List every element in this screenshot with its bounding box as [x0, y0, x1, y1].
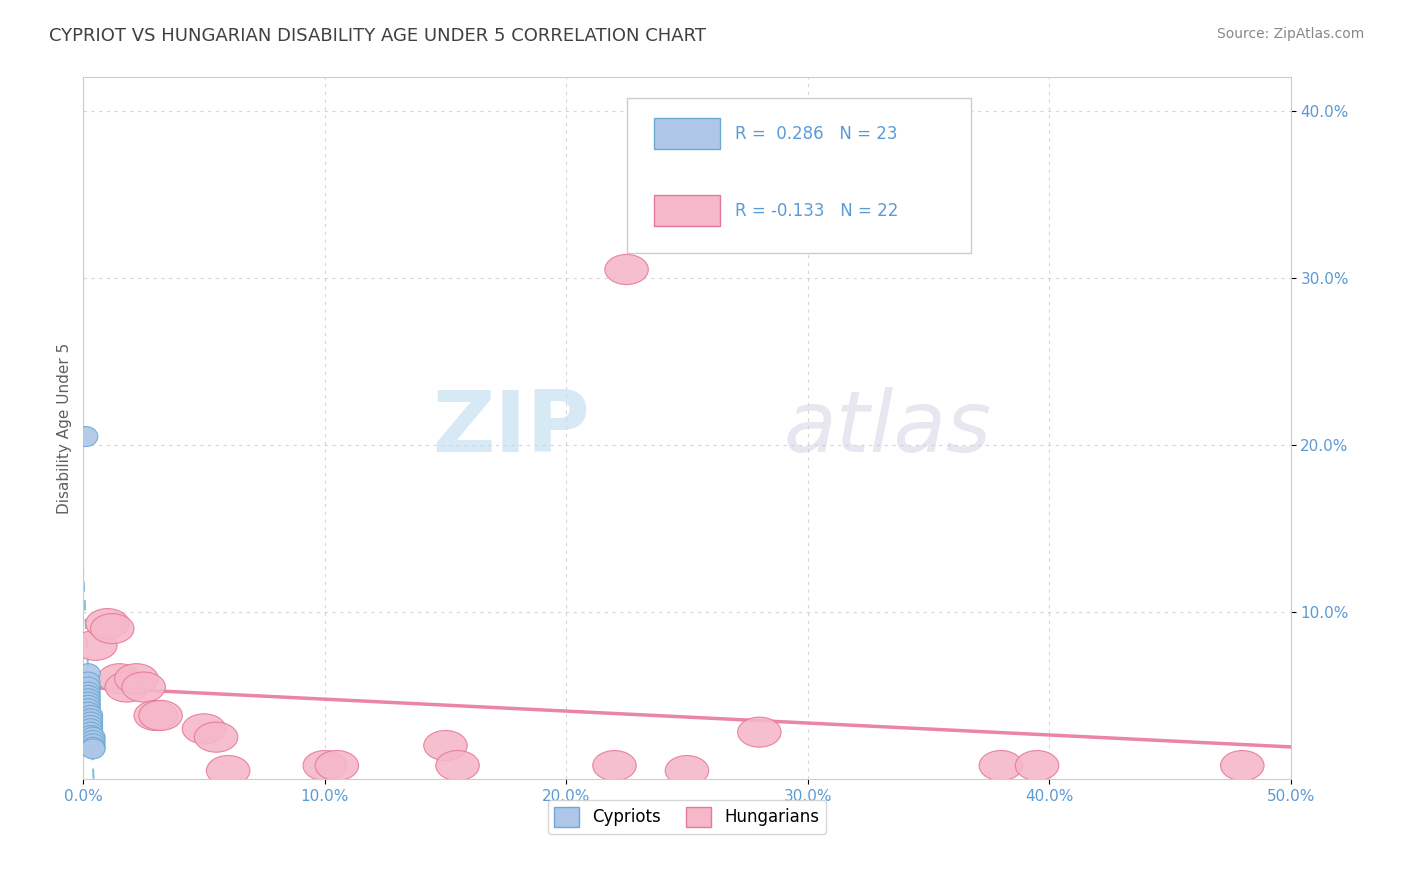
Legend: Cypriots, Hungarians: Cypriots, Hungarians: [547, 800, 827, 834]
Text: ZIP: ZIP: [433, 386, 591, 470]
Ellipse shape: [304, 750, 346, 780]
Text: Source: ZipAtlas.com: Source: ZipAtlas.com: [1216, 27, 1364, 41]
Ellipse shape: [73, 631, 117, 660]
Text: CYPRIOT VS HUNGARIAN DISABILITY AGE UNDER 5 CORRELATION CHART: CYPRIOT VS HUNGARIAN DISABILITY AGE UNDE…: [49, 27, 706, 45]
Ellipse shape: [76, 672, 100, 692]
Ellipse shape: [82, 739, 105, 759]
Text: R =  0.286   N = 23: R = 0.286 N = 23: [735, 125, 898, 143]
Ellipse shape: [79, 723, 103, 742]
Ellipse shape: [76, 692, 100, 712]
Ellipse shape: [76, 685, 100, 706]
Ellipse shape: [1220, 750, 1264, 780]
Ellipse shape: [76, 702, 100, 723]
Ellipse shape: [207, 756, 250, 786]
Ellipse shape: [436, 750, 479, 780]
Ellipse shape: [665, 756, 709, 786]
Ellipse shape: [315, 750, 359, 780]
Ellipse shape: [73, 426, 98, 447]
Ellipse shape: [605, 254, 648, 285]
Ellipse shape: [76, 698, 100, 719]
Ellipse shape: [979, 750, 1022, 780]
Ellipse shape: [79, 709, 103, 729]
Ellipse shape: [134, 700, 177, 731]
Ellipse shape: [105, 672, 149, 702]
Ellipse shape: [423, 731, 467, 761]
Ellipse shape: [82, 727, 105, 747]
Ellipse shape: [76, 677, 100, 697]
Ellipse shape: [98, 664, 141, 694]
Ellipse shape: [76, 682, 100, 702]
Ellipse shape: [79, 715, 103, 736]
Ellipse shape: [1015, 750, 1059, 780]
Text: R = -0.133   N = 22: R = -0.133 N = 22: [735, 202, 898, 219]
Ellipse shape: [86, 608, 129, 639]
Ellipse shape: [738, 717, 782, 747]
Y-axis label: Disability Age Under 5: Disability Age Under 5: [58, 343, 72, 514]
Ellipse shape: [139, 700, 183, 731]
Ellipse shape: [76, 664, 100, 683]
Text: atlas: atlas: [783, 386, 991, 470]
Ellipse shape: [194, 723, 238, 752]
Ellipse shape: [122, 672, 166, 702]
Ellipse shape: [90, 614, 134, 644]
Ellipse shape: [82, 731, 105, 750]
Ellipse shape: [115, 664, 157, 694]
Ellipse shape: [79, 706, 103, 725]
Ellipse shape: [76, 696, 100, 715]
Ellipse shape: [79, 725, 103, 746]
Ellipse shape: [79, 712, 103, 732]
Ellipse shape: [183, 714, 226, 744]
Ellipse shape: [76, 689, 100, 709]
Ellipse shape: [82, 734, 105, 754]
Ellipse shape: [79, 719, 103, 739]
FancyBboxPatch shape: [654, 118, 720, 149]
FancyBboxPatch shape: [654, 195, 720, 227]
FancyBboxPatch shape: [627, 98, 970, 252]
Ellipse shape: [82, 737, 105, 757]
Ellipse shape: [593, 750, 637, 780]
